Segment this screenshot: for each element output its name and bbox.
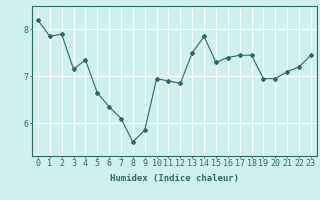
X-axis label: Humidex (Indice chaleur): Humidex (Indice chaleur) (110, 174, 239, 183)
